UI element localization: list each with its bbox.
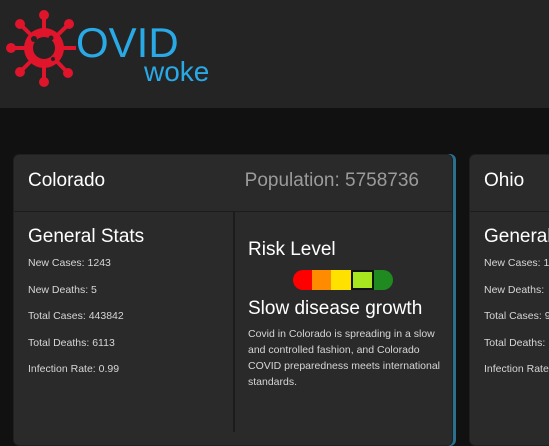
stat-infection-rate: Infection Rate [484,363,549,375]
risk-segment-5 [373,270,393,290]
stat-new-cases: New Cases: 1 [484,257,549,269]
virus-icon [6,10,76,87]
population: Population: 5758736 [245,170,419,192]
app-logo[interactable]: OVID woke [6,8,246,98]
growth-status: Slow disease growth [248,298,423,319]
general-stats-panel: General Stats New Cases: 1243 New Deaths… [14,212,234,432]
risk-description: Covid in Colorado is spreading in a slow… [248,328,441,388]
risk-segment-4 [350,270,374,290]
state-card-colorado[interactable]: Colorado Population: 5758736 General Sta… [13,154,453,446]
state-name: Ohio [484,170,525,191]
state-name: Colorado [28,170,106,191]
stat-new-deaths: New Deaths: [484,284,545,296]
population-value: 5758736 [345,170,419,191]
general-stats-title: General Stats [28,226,145,247]
card-header: Ohio [470,155,549,212]
stat-total-cases: Total Cases: 9 [484,310,549,322]
risk-segment-3 [331,270,351,290]
risk-segment-2 [312,270,332,290]
state-card-ohio[interactable]: Ohio General New Cases: 1 New Deaths: To… [469,154,549,446]
card-header: Colorado Population: 5758736 [14,155,452,212]
stat-total-deaths: Total Deaths: [484,337,546,349]
stat-new-cases: New Cases: 1243 [28,257,111,269]
stat-total-deaths: Total Deaths: 6113 [28,337,115,349]
logo-text: OVID [76,19,179,66]
app-header: OVID woke [0,0,549,108]
stat-new-deaths: New Deaths: 5 [28,284,97,296]
risk-level-title: Risk Level [248,239,336,260]
risk-segment-1 [293,270,313,290]
risk-level-meter [293,270,393,290]
general-stats-title: General [484,226,549,247]
stat-infection-rate: Infection Rate: 0.99 [28,363,120,375]
risk-panel: Risk Level Slow disease growth Covid in … [234,212,452,432]
stat-total-cases: Total Cases: 443842 [28,310,124,322]
general-stats-panel: General New Cases: 1 New Deaths: Total C… [470,212,549,432]
logo-subtext: woke [144,56,210,87]
population-label: Population: [244,170,340,191]
